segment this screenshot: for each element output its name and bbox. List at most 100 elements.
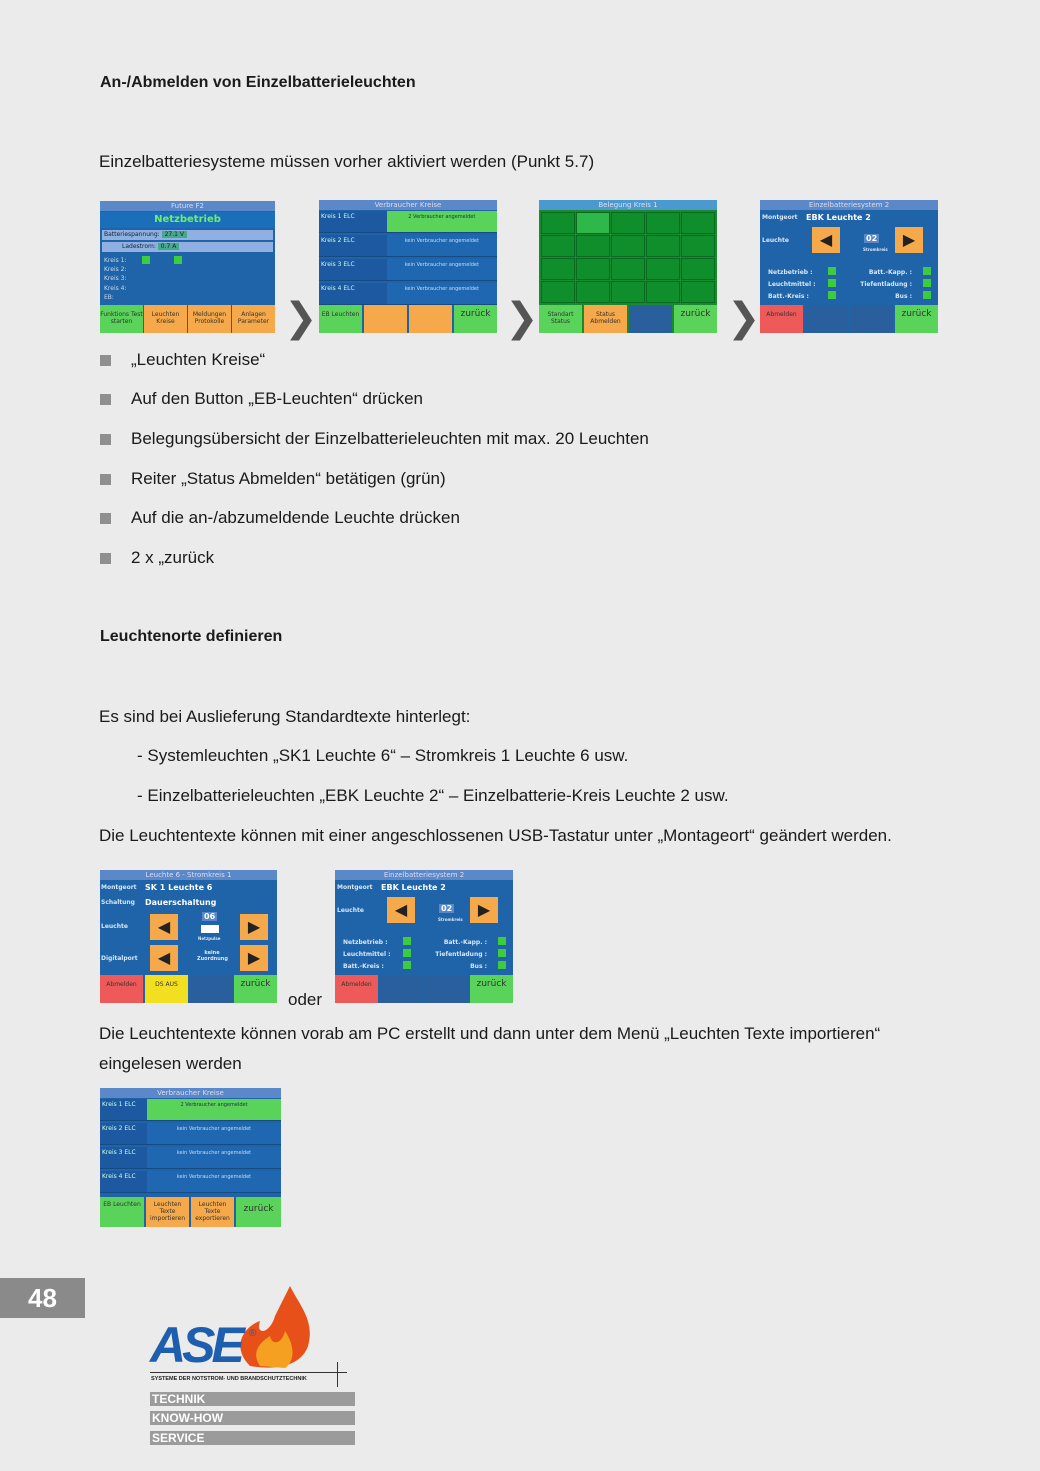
section-heading: An-/Abmelden von Einzelbatterieleuchten xyxy=(100,74,416,91)
location-value[interactable]: EBK Leuchte 2 xyxy=(381,883,446,892)
back-button[interactable]: zurück xyxy=(674,305,717,333)
eb-lights-button[interactable]: EB Leuchten xyxy=(100,1197,144,1227)
eb-lights-button[interactable]: EB Leuchten xyxy=(319,305,362,333)
deregister-button[interactable]: Abmelden xyxy=(335,975,378,1003)
location-value[interactable]: SK 1 Leuchte 6 xyxy=(145,883,213,892)
circuit-row[interactable]: Kreis 2 ELC kein Verbraucher angemeldet xyxy=(319,235,497,257)
light-sub-label: Stromkreis xyxy=(863,247,888,252)
status-label: Bus : xyxy=(470,963,487,970)
parameters-button[interactable]: Anlagen Parameter xyxy=(232,305,275,333)
back-button[interactable]: zurück xyxy=(895,305,938,333)
function-test-button[interactable]: Funktions Test starten xyxy=(100,305,143,333)
light-cell[interactable] xyxy=(646,258,680,280)
logo-bar: KNOW-HOW xyxy=(150,1411,355,1425)
deregister-button[interactable]: Abmelden xyxy=(760,305,803,333)
light-cell[interactable] xyxy=(646,281,680,303)
row-value: kein Verbraucher angemeldet xyxy=(386,283,497,304)
deregister-button[interactable]: Abmelden xyxy=(100,975,143,1003)
blank-button[interactable] xyxy=(629,305,672,333)
status-indicator xyxy=(403,961,411,969)
light-number: 02 xyxy=(864,234,880,243)
next-arrow-button[interactable]: ▶ xyxy=(470,897,498,923)
screenshot-light-detail: Leuchte 6 - Stromkreis 1 Montgeort SK 1 … xyxy=(100,870,277,1003)
back-button[interactable]: zurück xyxy=(470,975,513,1003)
light-cell[interactable] xyxy=(681,235,715,257)
standard-status-button[interactable]: Standart Status xyxy=(539,305,582,333)
row-label: Kreis 1 ELC xyxy=(102,1101,136,1108)
circuit-label: Kreis 3: xyxy=(104,275,127,283)
light-cell[interactable] xyxy=(541,281,575,303)
divider xyxy=(150,1372,347,1373)
light-cell[interactable] xyxy=(576,258,610,280)
next-arrow-button[interactable]: ▶ xyxy=(240,914,268,940)
import-texts-button[interactable]: Leuchten Texte importieren xyxy=(146,1197,189,1227)
back-button[interactable]: zurück xyxy=(454,305,497,333)
next-arrow-button[interactable]: ▶ xyxy=(240,945,268,971)
bullet-text: Belegungsübersicht der Einzelbatterieleu… xyxy=(131,429,649,448)
light-cell[interactable] xyxy=(611,212,645,234)
blank-button[interactable] xyxy=(364,305,407,333)
light-cell[interactable] xyxy=(611,235,645,257)
blank-button[interactable] xyxy=(380,975,423,1003)
screen-title: Einzelbatteriesystem 2 xyxy=(335,870,513,880)
row-label: Kreis 2 ELC xyxy=(102,1125,136,1132)
row-value: kein Verbraucher angemeldet xyxy=(386,235,497,256)
light-cell[interactable] xyxy=(611,281,645,303)
circuits-button[interactable]: Leuchten Kreise xyxy=(144,305,187,333)
light-cell[interactable] xyxy=(681,212,715,234)
circuit-row[interactable]: Kreis 4 ELC kein Verbraucher angemeldet xyxy=(319,283,497,305)
circuit-row[interactable]: Kreis 4 ELC kein Verbraucher angemeldet xyxy=(100,1171,281,1193)
status-indicator xyxy=(142,256,150,264)
light-cell[interactable] xyxy=(541,212,575,234)
location-label: Montgeort xyxy=(337,884,373,891)
bullet-text: Auf den Button „EB-Leuchten“ drücken xyxy=(131,389,424,408)
ds-off-button[interactable]: DS AUS xyxy=(145,975,188,1003)
row-value: 2 Verbraucher angemeldet xyxy=(147,1099,281,1120)
back-button[interactable]: zurück xyxy=(236,1197,281,1227)
prev-arrow-button[interactable]: ◀ xyxy=(150,945,178,971)
prev-arrow-button[interactable]: ◀ xyxy=(812,227,840,253)
location-value[interactable]: EBK Leuchte 2 xyxy=(806,213,871,222)
location-label: Montgeort xyxy=(101,884,137,891)
status-indicator xyxy=(828,267,836,275)
light-cell[interactable] xyxy=(681,258,715,280)
export-texts-button[interactable]: Leuchten Texte exportieren xyxy=(191,1197,234,1227)
light-cell[interactable] xyxy=(576,212,610,234)
light-cell[interactable] xyxy=(541,235,575,257)
input-box[interactable] xyxy=(201,925,219,933)
status-label: Tiefentladung : xyxy=(860,281,912,288)
back-button[interactable]: zurück xyxy=(234,975,277,1003)
blank-button[interactable] xyxy=(409,305,452,333)
light-cell[interactable] xyxy=(611,258,645,280)
switching-value[interactable]: Dauerschaltung xyxy=(145,898,217,907)
messages-button[interactable]: Meldungen Protokolle xyxy=(188,305,231,333)
circuit-row[interactable]: Kreis 3 ELC kein Verbraucher angemeldet xyxy=(319,259,497,281)
next-arrow-button[interactable]: ▶ xyxy=(895,227,923,253)
status-label: Batt.-Kreis : xyxy=(768,293,809,300)
screen-title: Belegung Kreis 1 xyxy=(539,200,717,210)
status-left-labels: Netzbetrieb : Leuchtmittel : Batt.-Kreis… xyxy=(768,267,816,303)
blank-button[interactable] xyxy=(850,305,893,333)
light-cell[interactable] xyxy=(646,212,680,234)
row-label: Kreis 3 ELC xyxy=(102,1149,136,1156)
battery-label: Batteriespannung: xyxy=(104,231,160,238)
prev-arrow-button[interactable]: ◀ xyxy=(387,897,415,923)
blank-button[interactable] xyxy=(805,305,848,333)
circuit-row[interactable]: Kreis 1 ELC 2 Verbraucher angemeldet xyxy=(319,211,497,233)
circuit-row[interactable]: Kreis 3 ELC kein Verbraucher angemeldet xyxy=(100,1147,281,1169)
blank-button[interactable] xyxy=(190,975,233,1003)
status-deregister-button[interactable]: Status Abmelden xyxy=(584,305,627,333)
circuit-row[interactable]: Kreis 2 ELC kein Verbraucher angemeldet xyxy=(100,1123,281,1145)
circuit-row[interactable]: Kreis 1 ELC 2 Verbraucher angemeldet xyxy=(100,1099,281,1121)
prev-arrow-button[interactable]: ◀ xyxy=(150,914,178,940)
blank-button[interactable] xyxy=(425,975,468,1003)
screen-title: Einzelbatteriesystem 2 xyxy=(760,200,938,210)
chevron-right-icon: ❯ xyxy=(727,295,761,341)
light-cell[interactable] xyxy=(646,235,680,257)
flame-icon xyxy=(240,1286,310,1368)
light-cell[interactable] xyxy=(681,281,715,303)
light-cell[interactable] xyxy=(576,235,610,257)
light-cell[interactable] xyxy=(541,258,575,280)
status-indicator xyxy=(403,949,411,957)
light-cell[interactable] xyxy=(576,281,610,303)
